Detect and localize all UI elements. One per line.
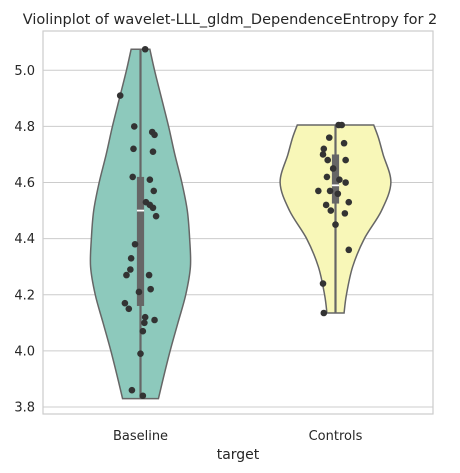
data-point [129, 173, 136, 181]
data-point [329, 165, 337, 172]
y-tick-label: 4.6 [14, 176, 35, 191]
data-point [130, 123, 138, 130]
data-point [128, 386, 136, 394]
data-point [342, 179, 349, 186]
data-point [320, 309, 328, 317]
data-point [324, 156, 332, 164]
data-point [123, 271, 130, 279]
data-point [323, 173, 331, 181]
data-point [141, 319, 148, 327]
data-point [340, 139, 348, 147]
data-point [342, 156, 349, 164]
data-point [131, 240, 139, 248]
data-point [139, 392, 147, 400]
data-point [135, 288, 143, 296]
data-point [137, 350, 144, 357]
y-tick-labels: 3.8 4.0 4.2 4.4 4.6 4.8 5.0 [14, 64, 35, 416]
x-tick-label: Controls [309, 429, 363, 444]
data-point [320, 145, 328, 153]
data-point [146, 176, 154, 184]
y-tick-label: 3.8 [14, 400, 35, 415]
data-point [325, 134, 333, 141]
data-point [345, 246, 353, 254]
iqr-box [331, 154, 340, 204]
data-point [336, 176, 343, 184]
data-point [127, 266, 134, 273]
data-point [125, 305, 133, 313]
data-point [149, 148, 157, 155]
inner-boxes [136, 49, 340, 399]
data-point [147, 285, 154, 293]
strip-points [116, 45, 353, 400]
y-tick-label: 4.4 [14, 232, 35, 247]
data-point [141, 45, 149, 53]
y-tick-label: 5.0 [14, 64, 35, 79]
y-tick-label: 4.8 [14, 120, 35, 135]
x-tick-labels: Baseline Controls [113, 429, 363, 444]
data-point [327, 207, 335, 214]
data-point [149, 204, 157, 212]
data-point [319, 280, 327, 287]
data-point [319, 151, 327, 158]
data-point [141, 313, 149, 321]
data-point [334, 190, 342, 198]
y-tick-label: 4.0 [14, 344, 35, 359]
data-point [338, 121, 346, 129]
data-point [116, 92, 124, 99]
data-point [322, 201, 330, 209]
data-point [121, 299, 129, 307]
data-point [315, 187, 322, 195]
iqr-box [136, 176, 145, 306]
y-tick-label: 4.2 [14, 288, 35, 303]
data-point [151, 131, 158, 139]
x-axis-title: target [217, 447, 260, 463]
data-point [145, 271, 153, 279]
data-point [332, 221, 339, 228]
data-point [341, 210, 349, 217]
data-point [326, 187, 334, 195]
data-point [152, 212, 160, 220]
data-point [127, 254, 135, 262]
x-tick-label: Baseline [113, 429, 168, 444]
data-point [130, 145, 137, 153]
data-point [345, 198, 353, 206]
data-point [150, 187, 158, 195]
data-point [139, 327, 147, 335]
chart-title: Violinplot of wavelet-LLL_gldm_Dependenc… [23, 12, 437, 28]
data-point [151, 316, 158, 324]
